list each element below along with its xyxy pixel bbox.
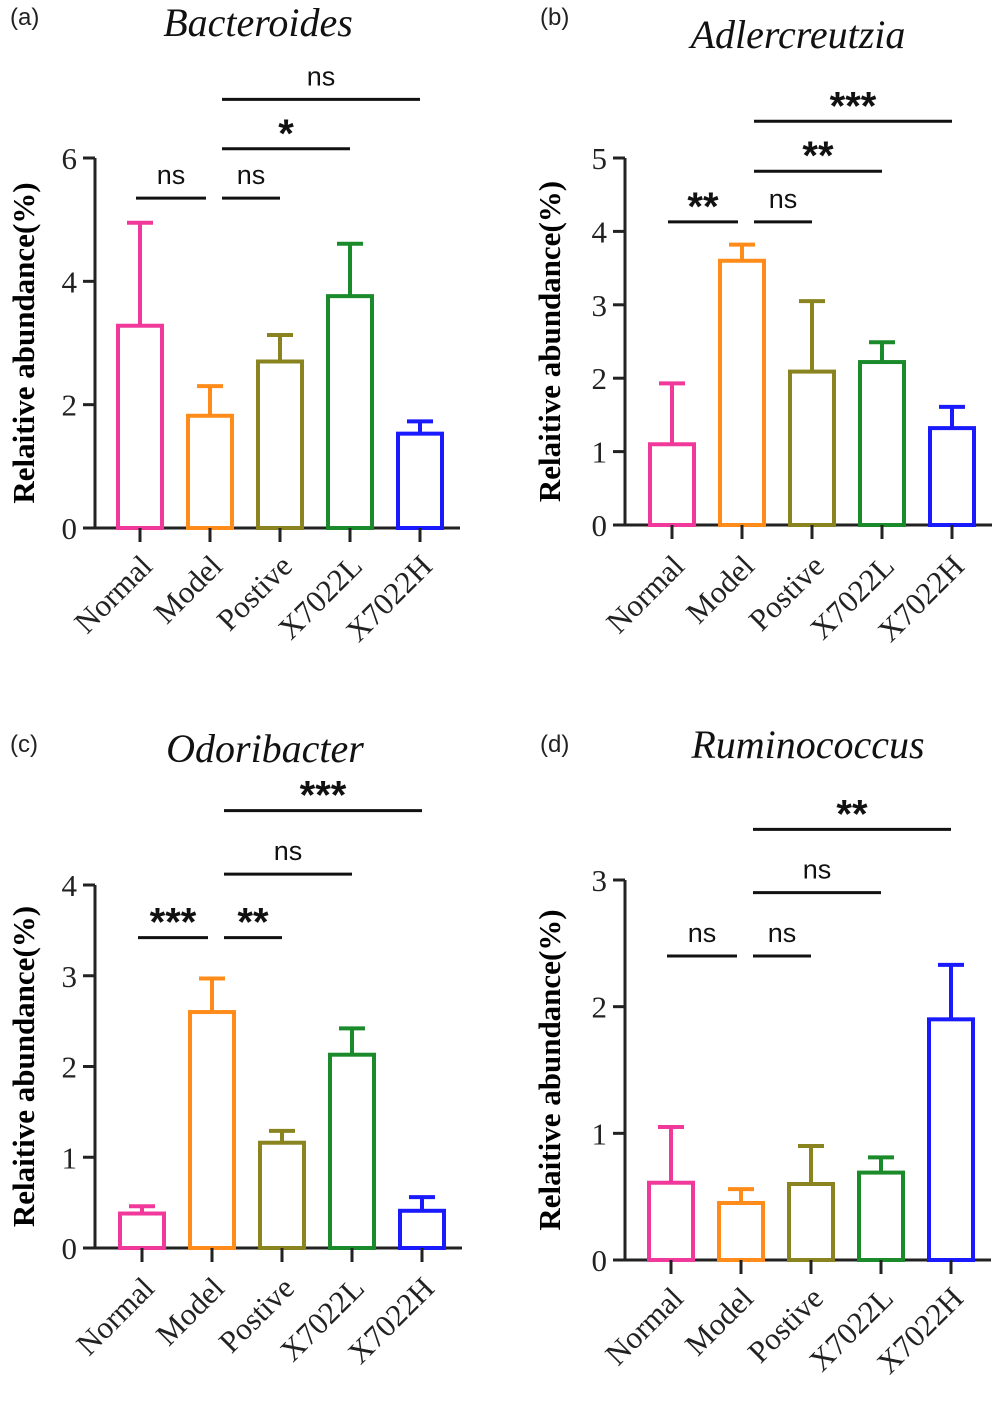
y-axis-label: Relaitive abundance(%) xyxy=(532,181,567,502)
y-tick-label: 0 xyxy=(62,1231,78,1266)
significance-label: ns xyxy=(688,918,717,948)
panel-letter: (a) xyxy=(10,4,39,31)
significance-label: ns xyxy=(274,836,303,866)
y-tick-label: 5 xyxy=(592,141,608,176)
significance-label: ns xyxy=(307,61,336,91)
significance-label: ns xyxy=(157,160,186,190)
bar-x7022l xyxy=(858,360,906,527)
y-tick-label: 0 xyxy=(592,508,608,543)
y-tick-label: 3 xyxy=(592,288,608,323)
x-tick-label: Normal xyxy=(599,548,691,640)
significance-label: ns xyxy=(803,855,832,885)
significance-label: ** xyxy=(237,901,269,945)
y-tick-label: 1 xyxy=(592,435,608,470)
chart-title: Ruminococcus xyxy=(690,722,924,767)
bar-normal xyxy=(648,442,696,528)
bar-normal xyxy=(118,1211,166,1251)
y-tick-label: 0 xyxy=(592,1243,608,1278)
y-tick-label: 2 xyxy=(62,388,78,423)
chart-panel-d: (d) Ruminococcus Relaitive abundance(%) 0 1 2… xyxy=(532,722,991,1380)
significance-label: *** xyxy=(830,84,877,128)
significance-label: ** xyxy=(687,185,719,229)
significance-label: ** xyxy=(802,134,834,178)
chart-panel-b: (b) Adlercreutzia Relaitive abundance(%) 0 1… xyxy=(532,4,992,648)
y-axis-label: Relaitive abundance(%) xyxy=(532,909,567,1230)
significance-label: * xyxy=(278,112,294,156)
bar-model xyxy=(717,1201,765,1262)
x-tick-label: Normal xyxy=(67,548,159,640)
y-tick-label: 1 xyxy=(592,1116,608,1151)
bar-postive xyxy=(258,1140,306,1250)
y-axis-label: Relaitive abundance(%) xyxy=(6,906,41,1227)
y-tick-label: 1 xyxy=(62,1140,78,1175)
bar-model xyxy=(186,413,234,530)
bar-x7022h xyxy=(928,426,976,527)
bar-x7022h xyxy=(398,1208,446,1250)
y-tick-label: 4 xyxy=(62,264,78,299)
significance-label: ns xyxy=(769,184,798,214)
chart-title: Bacteroides xyxy=(163,0,353,45)
y-tick-label: 3 xyxy=(592,863,608,898)
significance-label: ns xyxy=(237,160,266,190)
y-axis-label: Relaitive abundance(%) xyxy=(6,182,41,503)
significance-label: ** xyxy=(836,792,868,836)
chart-title: Adlercreutzia xyxy=(688,12,906,57)
bar-model xyxy=(718,258,766,527)
bar-x7022l xyxy=(328,1052,376,1251)
chart-panel-a: (a) Bacteroides Relaitive abundance(%) 0 2 4 6… xyxy=(6,0,460,648)
y-tick-label: 6 xyxy=(62,141,78,176)
y-tick-label: 3 xyxy=(62,959,78,994)
panel-letter: (d) xyxy=(540,731,569,758)
significance-label: ns xyxy=(768,918,797,948)
chart-panel-c: (c) Odoribacter Relaitive abundance(%) 0 1 2 3… xyxy=(6,726,462,1370)
bar-postive xyxy=(787,1182,835,1262)
panel-letter: (c) xyxy=(10,731,38,758)
x-tick-label: Normal xyxy=(598,1280,690,1372)
bar-x7022l xyxy=(857,1170,905,1262)
significance-label: *** xyxy=(300,774,347,818)
x-tick-label: Normal xyxy=(69,1270,161,1362)
bar-postive xyxy=(256,359,304,530)
y-tick-label: 4 xyxy=(62,868,78,903)
y-tick-label: 2 xyxy=(62,1050,78,1085)
chart-title: Odoribacter xyxy=(166,726,364,771)
y-tick-label: 0 xyxy=(62,511,78,546)
bar-model xyxy=(188,1010,236,1250)
bar-normal xyxy=(647,1180,695,1262)
panel-letter: (b) xyxy=(540,4,569,31)
bar-x7022h xyxy=(927,1017,975,1262)
bar-x7022h xyxy=(396,431,444,530)
bar-postive xyxy=(788,369,836,527)
y-tick-label: 4 xyxy=(592,214,608,249)
bar-normal xyxy=(116,323,164,530)
significance-label: *** xyxy=(150,901,197,945)
y-tick-label: 2 xyxy=(592,990,608,1025)
bar-x7022l xyxy=(326,294,374,530)
y-tick-label: 2 xyxy=(592,361,608,396)
